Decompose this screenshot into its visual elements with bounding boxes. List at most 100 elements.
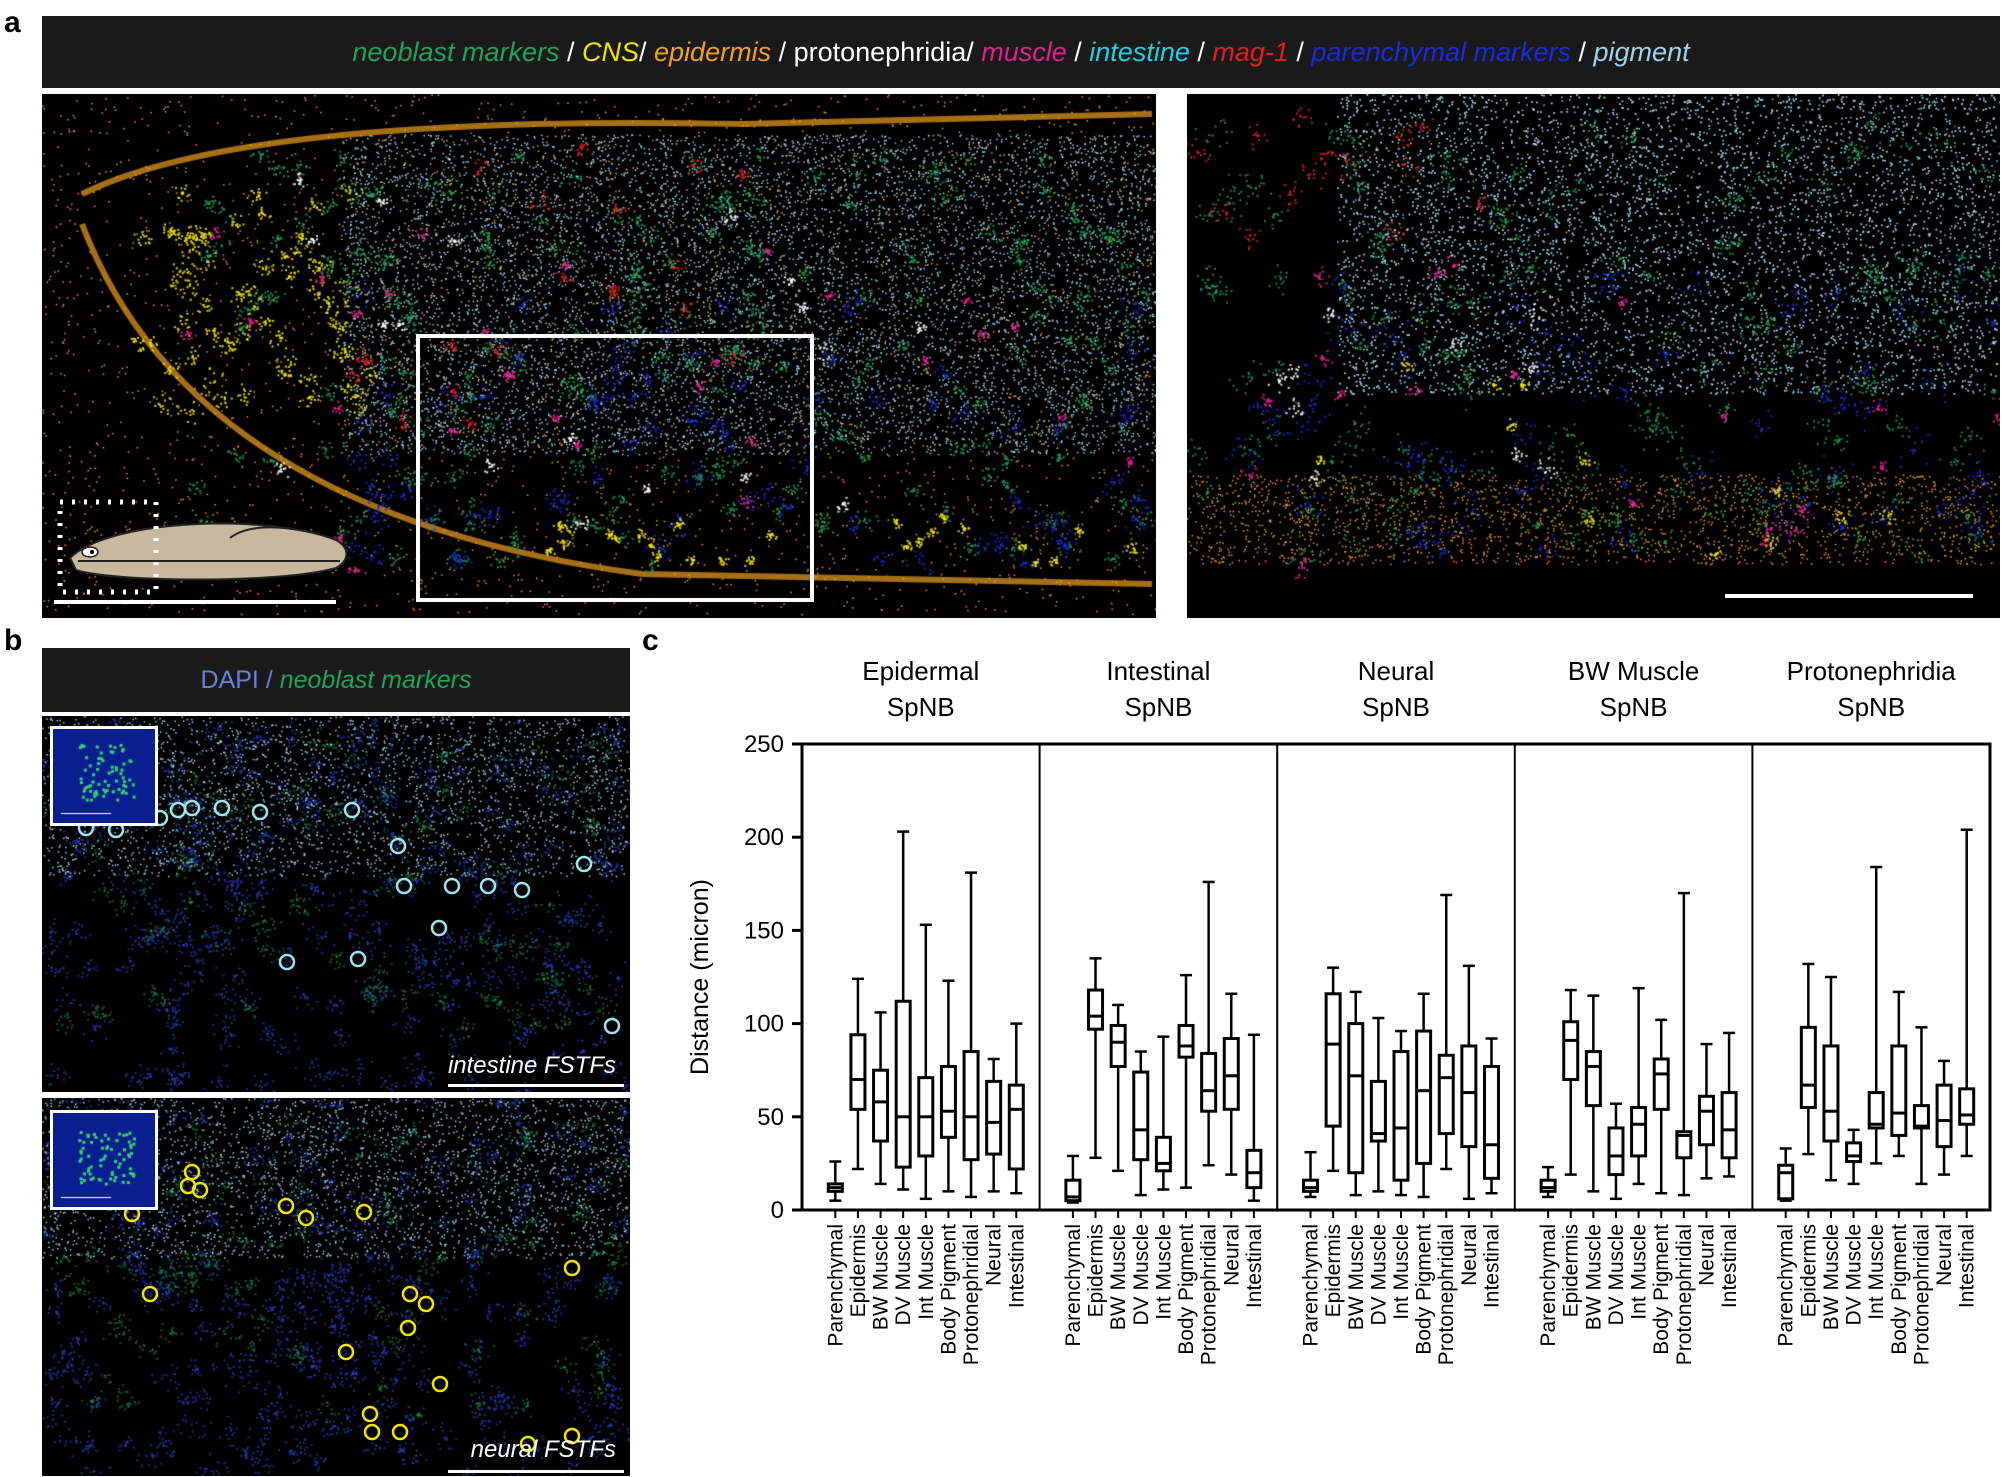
x-tick-label: Body Pigment [1888,1224,1911,1355]
legend_a-segment: / [1066,36,1090,67]
fstf-circle [183,1163,201,1181]
fstf-circle [278,953,296,971]
fstf-circle [183,799,201,817]
panel-a-zoom-image [1187,94,2000,618]
inset-thumbnail [50,1110,158,1210]
legend_b-segment: / [258,665,280,694]
fstf-circle [430,919,448,937]
box-iqr [1822,1044,1840,1143]
legend_a-segment: intestine [1089,36,1190,67]
fstf-circle [355,1203,373,1221]
zoom-region-box [416,334,814,602]
x-tick-label: Neural [983,1224,1006,1286]
plot-frame [800,742,1992,1212]
x-tick-label: Body Pigment [1413,1224,1436,1355]
inset-thumbnail [50,726,158,826]
legend_a-segment: neoblast markers [352,36,560,67]
box-iqr [1652,1057,1670,1111]
box-iqr [1392,1050,1410,1182]
legend_a-segment: parenchymal markers [1311,36,1572,67]
group-title: BW Muscle [1568,656,1699,686]
legend_a-segment: epidermis [654,36,772,67]
panel-label-b: b [4,624,23,657]
fstf-circle [603,1017,621,1035]
box-iqr [1845,1141,1863,1164]
y-tick-label: 200 [744,824,784,851]
box-iqr [1324,992,1342,1128]
fstf-circle [337,1343,355,1361]
fstf-circle [479,877,497,895]
y-tick-label: 100 [744,1011,784,1038]
box-iqr [1697,1094,1715,1147]
box-iqr [1222,1037,1240,1111]
box-iqr [1935,1083,1953,1149]
box-iqr [1958,1087,1976,1126]
legend_a-segment: pigment [1593,36,1690,67]
fstf-circle [399,1319,417,1337]
x-tick-label: Parenchymal [1537,1224,1560,1347]
worm-schematic-icon [57,499,348,595]
group-title: SpNB [1362,692,1430,722]
fstf-circle [395,877,413,895]
x-tick-label: BW Muscle [1107,1224,1130,1330]
x-tick-label: Protonephridial [1910,1224,1933,1365]
x-tick-label: DV Muscle [892,1224,915,1326]
box-iqr [962,1050,980,1162]
panel-label-a: a [4,6,21,39]
x-tick-label: Neural [1933,1224,1956,1286]
fstf-circle [297,1209,315,1227]
group-title: SpNB [887,692,955,722]
box-iqr [1912,1104,1930,1130]
fstf-circle [513,881,531,899]
box-iqr [1369,1079,1387,1143]
fstf-circle [191,1181,209,1199]
fstf-circle [563,1259,581,1277]
x-tick-label: Epidermis [1322,1224,1345,1317]
box-iqr [985,1079,1003,1156]
x-tick-label: Body Pigment [937,1224,960,1355]
intestine-fstfs-caption: intestine FSTFs [447,1052,616,1079]
group-title: Neural [1358,656,1435,686]
x-tick-label: DV Muscle [1843,1224,1866,1326]
legend_a-segment: / [1189,36,1213,67]
scale-bar [448,1470,624,1473]
box-iqr [1890,1044,1908,1137]
box-iqr [1087,988,1105,1031]
x-tick-label: BW Muscle [1345,1224,1368,1330]
group-title: SpNB [1837,692,1905,722]
x-tick-label: Int Muscle [1390,1224,1413,1320]
x-tick-label: Body Pigment [1650,1224,1673,1355]
box-iqr [894,999,912,1169]
fstf-circle [169,801,187,819]
box-iqr [1607,1126,1625,1177]
group-title: Protonephridia [1787,656,1957,686]
x-tick-label: Int Muscle [1865,1224,1888,1320]
x-tick-label: BW Muscle [1820,1224,1843,1330]
legend_a-segment: protonephridia/ [793,36,982,67]
box-iqr [1630,1105,1648,1158]
box-iqr [1347,1022,1365,1175]
x-tick-label: Parenchymal [1062,1224,1085,1347]
x-tick-label: Protonephridial [960,1224,983,1365]
fstf-circle [389,837,407,855]
x-tick-label: Neural [1220,1224,1243,1286]
box-iqr [1109,1023,1127,1068]
group-title: Intestinal [1106,656,1210,686]
fstf-circle [343,801,361,819]
fstf-circle [519,1435,537,1453]
group-title: SpNB [1124,692,1192,722]
panel-b-intestine-image: intestine FSTFs [42,716,630,1092]
fstf-circle [141,1285,159,1303]
legend_b-segment: neoblast markers [279,665,472,694]
x-tick-label: Intestinal [1956,1224,1979,1308]
fstf-circle [213,799,231,817]
x-tick-label: Protonephridial [1198,1224,1221,1365]
box-iqr [849,1033,867,1111]
legend_a-segment: / [639,36,655,67]
x-tick-label: Parenchymal [1300,1224,1323,1347]
panel-label-c: c [642,624,659,657]
scale-bar [54,600,336,604]
neural-fstf-circles [123,1163,581,1453]
fstf-circle [563,1427,581,1445]
x-tick-label: Epidermis [1797,1224,1820,1317]
